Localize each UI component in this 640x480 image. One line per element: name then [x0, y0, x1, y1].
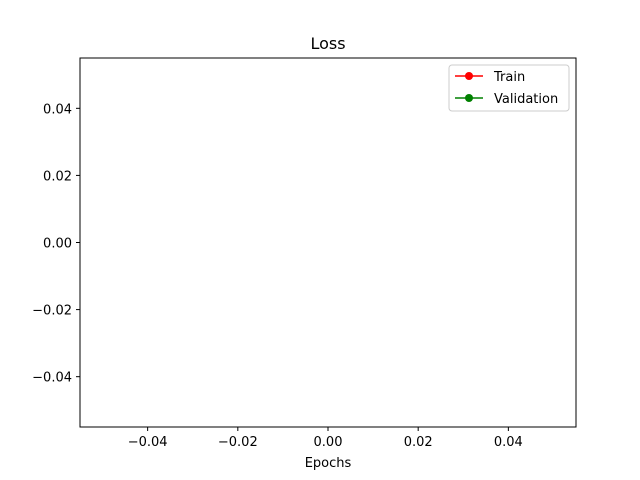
x-tick-label: −0.04: [128, 435, 168, 450]
y-tick-label: 0.00: [43, 237, 72, 252]
y-axis-ticks: −0.04 −0.02 0.00 0.02 0.04: [32, 102, 80, 386]
x-tick-label: −0.02: [218, 435, 258, 450]
y-tick-label: −0.04: [32, 371, 72, 386]
y-tick-label: −0.02: [32, 304, 72, 319]
x-tick-label: 0.00: [314, 435, 343, 450]
legend-marker: [465, 72, 473, 80]
x-tick-label: 0.02: [404, 435, 433, 450]
chart-title: Loss: [310, 34, 345, 53]
plot-area: [79, 57, 577, 428]
legend-label: Train: [493, 70, 525, 85]
legend: Train Validation: [448, 64, 570, 112]
x-tick-label: 0.04: [494, 435, 523, 450]
x-axis-label: Epochs: [305, 456, 352, 471]
legend-marker: [465, 94, 473, 102]
x-axis-ticks: −0.04 −0.02 0.00 0.02 0.04: [128, 427, 523, 450]
legend-label: Validation: [494, 92, 558, 107]
y-tick-label: 0.04: [43, 102, 72, 117]
y-tick-label: 0.02: [43, 169, 72, 184]
